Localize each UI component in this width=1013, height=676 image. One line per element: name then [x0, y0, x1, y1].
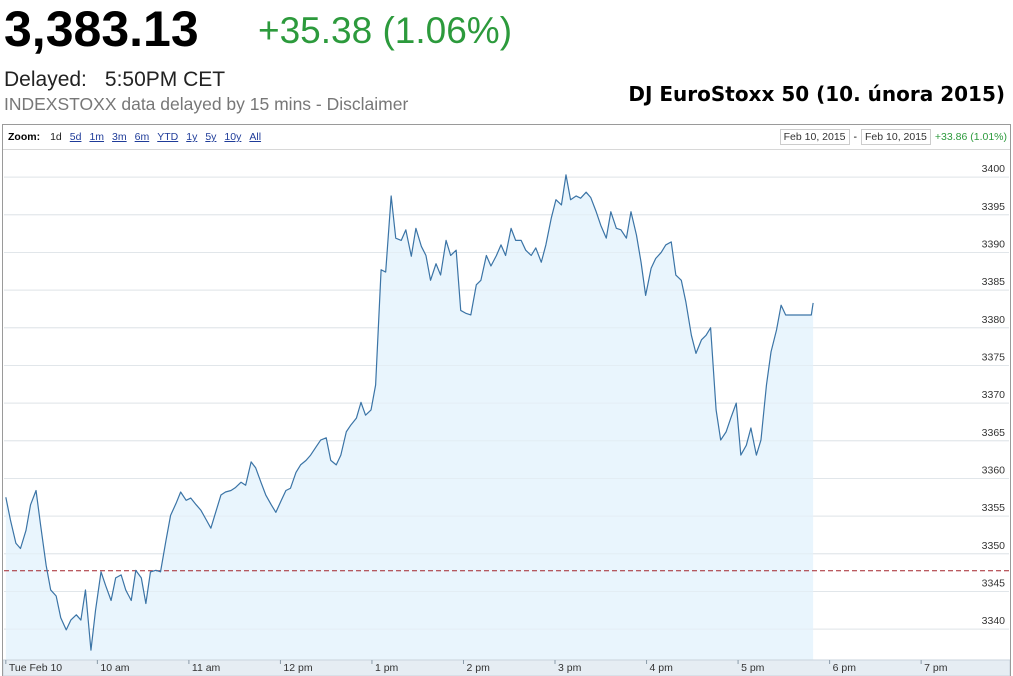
- x-tick-label: 3 pm: [558, 662, 582, 674]
- chart: 3340 3345 3350 3355 3360 3365 3370 3375 3380 3385…: [3, 163, 1010, 676]
- delay-label: Delayed:: [4, 68, 87, 91]
- zoom-option[interactable]: 3m: [112, 131, 127, 143]
- zoom-option[interactable]: YTD: [157, 131, 179, 143]
- range-start[interactable]: Feb 10, 2015: [779, 129, 850, 145]
- zoom-option[interactable]: 10y: [224, 131, 242, 143]
- x-tick-label: 7 pm: [924, 662, 948, 674]
- y-tick-label: 3395: [982, 201, 1006, 213]
- y-tick-label: 3390: [982, 238, 1006, 250]
- y-tick-label: 3400: [982, 163, 1006, 175]
- zoom-bar: Zoom: 1d 5d 1m 3m 6m YTD 1y 5y 10y All: [8, 131, 261, 143]
- disclaimer[interactable]: INDEXSTOXX data delayed by 15 mins - Dis…: [4, 94, 409, 114]
- y-tick-label: 3370: [982, 389, 1006, 401]
- x-tick-label: 4 pm: [650, 662, 674, 674]
- x-tick-label: 12 pm: [283, 662, 312, 674]
- x-tick-label: 5 pm: [741, 662, 765, 674]
- y-tick-label: 3360: [982, 464, 1006, 476]
- range-end[interactable]: Feb 10, 2015: [861, 129, 931, 145]
- chart-title: DJ EuroStoxx 50 (10. února 2015): [628, 82, 1005, 106]
- zoom-option[interactable]: All: [249, 131, 262, 143]
- range-change: +33.86 (1.01%): [934, 131, 1007, 143]
- delay-time: 5:50PM CET: [104, 68, 226, 91]
- price-line: [5, 174, 814, 651]
- zoom-option[interactable]: 6m: [134, 131, 150, 143]
- x-axis-strip: [3, 659, 1010, 676]
- zoom-option[interactable]: 1d: [50, 131, 62, 143]
- y-tick-label: 3365: [982, 427, 1006, 439]
- y-tick-label: 3385: [982, 276, 1006, 288]
- x-tick-label: 2 pm: [466, 662, 490, 674]
- x-tick-label: 10 am: [100, 662, 129, 674]
- zoom-option[interactable]: 1y: [186, 131, 198, 143]
- y-tick-label: 3345: [982, 577, 1006, 589]
- zoom-label: Zoom:: [8, 131, 41, 143]
- toolbar: Zoom: 1d 5d 1m 3m 6m YTD 1y 5y 10y All Feb 10, 201…: [3, 125, 1010, 150]
- y-tick-label: 3380: [982, 314, 1006, 326]
- range-info: Feb 10, 2015 - Feb 10, 2015 +33.86 (1.01…: [779, 129, 1007, 145]
- x-tick-label: 6 pm: [833, 662, 857, 674]
- range-separator: -: [853, 131, 858, 143]
- y-tick-label: 3355: [982, 502, 1006, 514]
- zoom-option[interactable]: 1m: [89, 131, 105, 143]
- delay-info: Delayed: 5:50PM CET: [4, 68, 243, 92]
- y-tick-label: 3350: [982, 540, 1006, 552]
- area: [5, 174, 814, 661]
- price: 3,383.13: [4, 1, 199, 57]
- chart-box: 3340 3345 3350 3355 3360 3365 3370 3375 3380 3385…: [2, 124, 1011, 676]
- x-tick-label: Tue Feb 10: [9, 662, 62, 674]
- zoom-option[interactable]: 5d: [69, 131, 82, 143]
- price-change: +35.38 (1.06%): [258, 10, 513, 51]
- y-tick-label: 3375: [982, 351, 1006, 363]
- x-tick-label: 1 pm: [375, 662, 399, 674]
- zoom-option[interactable]: 5y: [205, 131, 217, 143]
- x-tick-label: 11 am: [192, 662, 221, 674]
- y-tick-label: 3340: [982, 615, 1006, 627]
